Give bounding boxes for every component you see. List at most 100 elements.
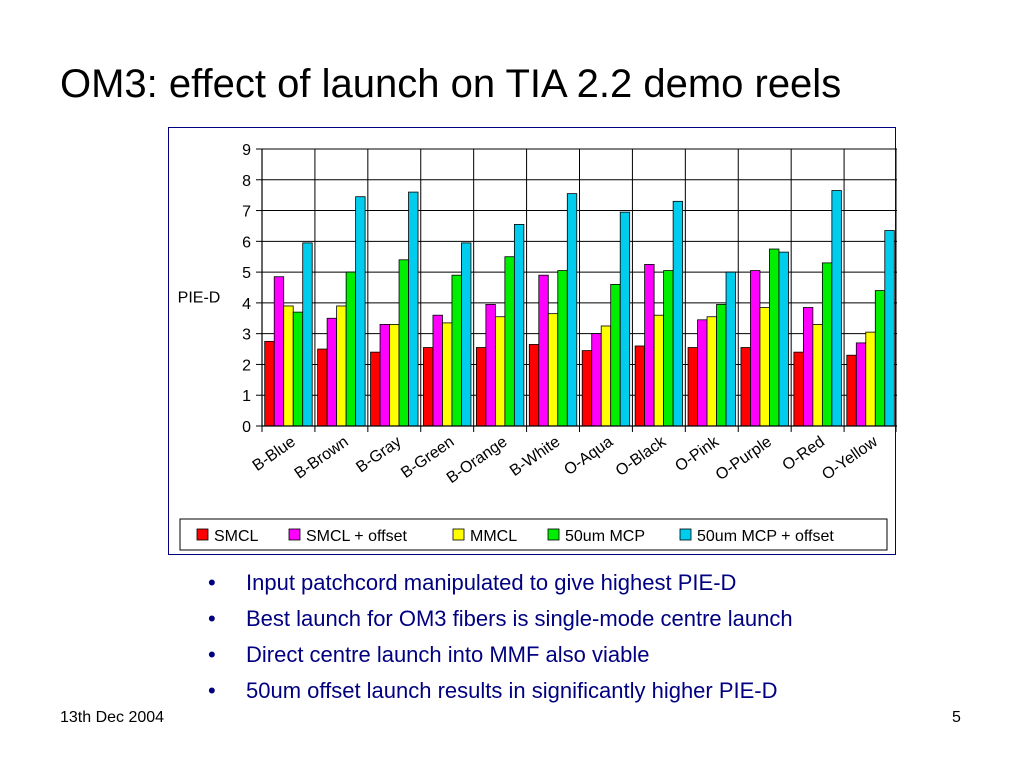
- bar: [461, 242, 472, 427]
- y-tick-label: 1: [242, 388, 251, 405]
- y-tick-label: 4: [242, 296, 251, 313]
- bar: [812, 324, 823, 427]
- bullet-text: Best launch for OM3 fibers is single-mod…: [246, 606, 793, 631]
- y-tick-label: 5: [242, 265, 251, 282]
- bar: [370, 351, 381, 427]
- bar: [355, 196, 366, 427]
- bullet-dot-icon: •: [208, 570, 216, 595]
- bar: [884, 230, 895, 427]
- slide-title: OM3: effect of launch on TIA 2.2 demo re…: [60, 62, 842, 106]
- bar: [475, 347, 487, 427]
- bar: [513, 224, 525, 427]
- bar: [528, 344, 540, 427]
- bar: [793, 351, 804, 427]
- legend-label: 50um MCP: [565, 528, 645, 545]
- bullet-text: Input patchcord manipulated to give high…: [246, 570, 737, 595]
- bar: [759, 307, 770, 427]
- legend-swatch: [547, 528, 560, 541]
- y-tick-label: 9: [242, 142, 251, 159]
- x-category-label: B-Orange: [444, 433, 511, 487]
- bar: [663, 270, 674, 427]
- bar: [581, 350, 593, 427]
- bar: [292, 311, 304, 427]
- bar: [408, 191, 419, 427]
- chart-frame: 0 1 2 3 4 5 6 7 8 9 B-Blue B-Brown B-Gray B-Green B-Or…: [168, 127, 897, 555]
- bar: [821, 262, 833, 427]
- bar: [326, 317, 338, 427]
- y-tick-label: 2: [242, 357, 251, 374]
- bar: [874, 290, 886, 427]
- bar: [451, 274, 462, 427]
- bar: [442, 322, 453, 427]
- x-category-label: B-Gray: [353, 433, 404, 476]
- bullet-dot-icon: •: [208, 678, 216, 703]
- bar: [802, 307, 814, 427]
- bullet-item: • Direct centre launch into MMF also viab…: [206, 640, 793, 676]
- bar: [778, 251, 789, 427]
- bar: [831, 190, 842, 427]
- y-tick-label: 0: [242, 419, 251, 436]
- footer-date: 13th Dec 2004: [60, 709, 165, 726]
- legend-swatch: [288, 528, 301, 541]
- bullet-dot-icon: •: [208, 642, 216, 667]
- bar: [345, 271, 357, 427]
- bar: [716, 304, 727, 427]
- y-tick-label: 8: [242, 173, 251, 190]
- bullet-text: 50um offset launch results in significan…: [246, 678, 778, 703]
- bar: [750, 270, 761, 427]
- legend-label: 50um MCP + offset: [697, 528, 834, 545]
- bar: [846, 354, 857, 427]
- bullet-dot-icon: •: [208, 606, 216, 631]
- x-category-label: O-Black: [613, 433, 670, 480]
- bar: [494, 316, 506, 427]
- y-tick-label: 7: [242, 204, 251, 221]
- bar: [283, 305, 294, 427]
- bullet-item: • Input patchcord manipulated to give hig…: [206, 568, 793, 604]
- bar: [610, 284, 621, 427]
- x-category-label: B-White: [507, 433, 563, 480]
- bar: [547, 313, 559, 427]
- x-category-label: B-Brown: [292, 433, 352, 482]
- bar: [557, 270, 568, 427]
- bar: [398, 259, 409, 427]
- legend-label: SMCL + offset: [306, 528, 407, 545]
- bullet-text: Direct centre launch into MMF also viabl…: [246, 642, 650, 667]
- y-tick-label: 6: [242, 234, 251, 251]
- bar: [855, 342, 867, 427]
- legend-swatch: [679, 528, 692, 541]
- legend-swatch: [452, 528, 465, 541]
- bar: [697, 319, 708, 427]
- bar: [379, 324, 390, 427]
- bar: [706, 316, 717, 427]
- bar: [725, 271, 736, 427]
- bar: [389, 324, 400, 427]
- bar: [600, 325, 612, 427]
- bar: [644, 264, 655, 427]
- legend-label: SMCL: [214, 528, 259, 545]
- x-category-label: O-Yellow: [819, 433, 881, 484]
- bar: [264, 340, 275, 427]
- bullet-item: • Best launch for OM3 fibers is single-mo…: [206, 604, 793, 640]
- bar: [317, 348, 328, 427]
- bar: [740, 347, 751, 427]
- bar: [653, 314, 665, 427]
- bar: [672, 200, 684, 427]
- bar: [865, 331, 876, 427]
- bar: [634, 345, 646, 427]
- y-axis-label: PIE-D: [178, 290, 221, 307]
- page-number: 5: [952, 709, 961, 726]
- bar: [336, 305, 347, 427]
- legend-label: MMCL: [470, 528, 517, 545]
- bar: [432, 314, 443, 427]
- bullet-list: • Input patchcord manipulated to give hig…: [206, 568, 793, 712]
- bar: [538, 274, 549, 427]
- bar: [591, 333, 602, 427]
- bar: [687, 347, 698, 427]
- legend-swatch: [196, 528, 209, 541]
- bar: [485, 304, 496, 427]
- bar: [273, 276, 285, 427]
- y-tick-label: 3: [242, 327, 251, 344]
- bar: [423, 347, 434, 427]
- bar: [504, 256, 515, 427]
